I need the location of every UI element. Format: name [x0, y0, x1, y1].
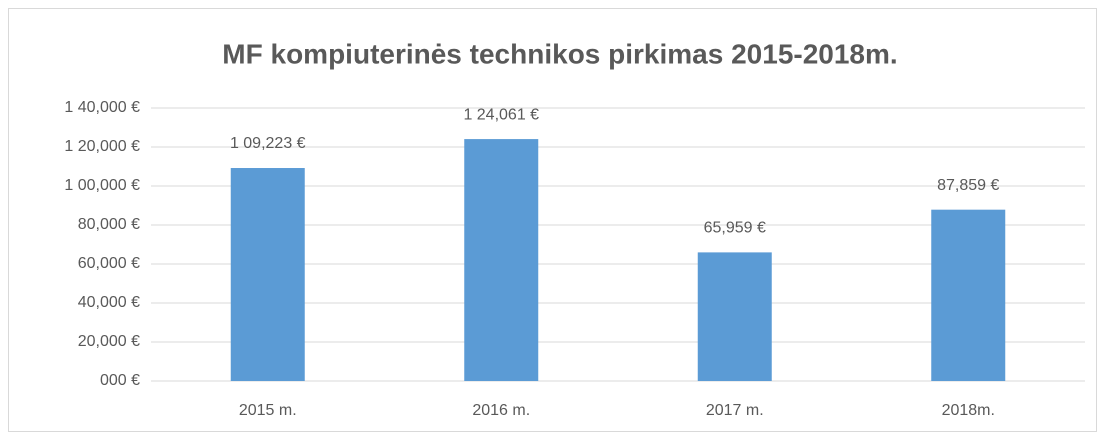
y-tick-label: 1 40,000 € — [64, 99, 140, 116]
x-tick-label: 2018m. — [942, 402, 995, 419]
y-tick-label: 20,000 € — [78, 333, 140, 350]
y-tick-label: 40,000 € — [78, 294, 140, 311]
data-label: 1 09,223 € — [230, 135, 306, 152]
data-label: 65,959 € — [704, 220, 766, 237]
y-tick-label: 60,000 € — [78, 255, 140, 272]
data-label: 1 24,061 € — [463, 106, 539, 123]
chart-title: MF kompiuterinės technikos pirkimas 2015… — [222, 38, 897, 69]
y-tick-label: 1 00,000 € — [64, 177, 140, 194]
bar — [697, 252, 772, 381]
bar — [230, 168, 305, 381]
bar — [931, 209, 1006, 381]
x-tick-label: 2015 m. — [239, 402, 297, 419]
x-tick-label: 2017 m. — [706, 402, 764, 419]
data-label: 87,859 € — [937, 177, 999, 194]
y-tick-label: 1 20,000 € — [64, 138, 140, 155]
y-tick-label: 000 € — [100, 372, 140, 389]
x-tick-label: 2016 m. — [472, 402, 530, 419]
bar — [464, 139, 539, 381]
chart-border — [8, 8, 1097, 432]
y-tick-label: 80,000 € — [78, 216, 140, 233]
